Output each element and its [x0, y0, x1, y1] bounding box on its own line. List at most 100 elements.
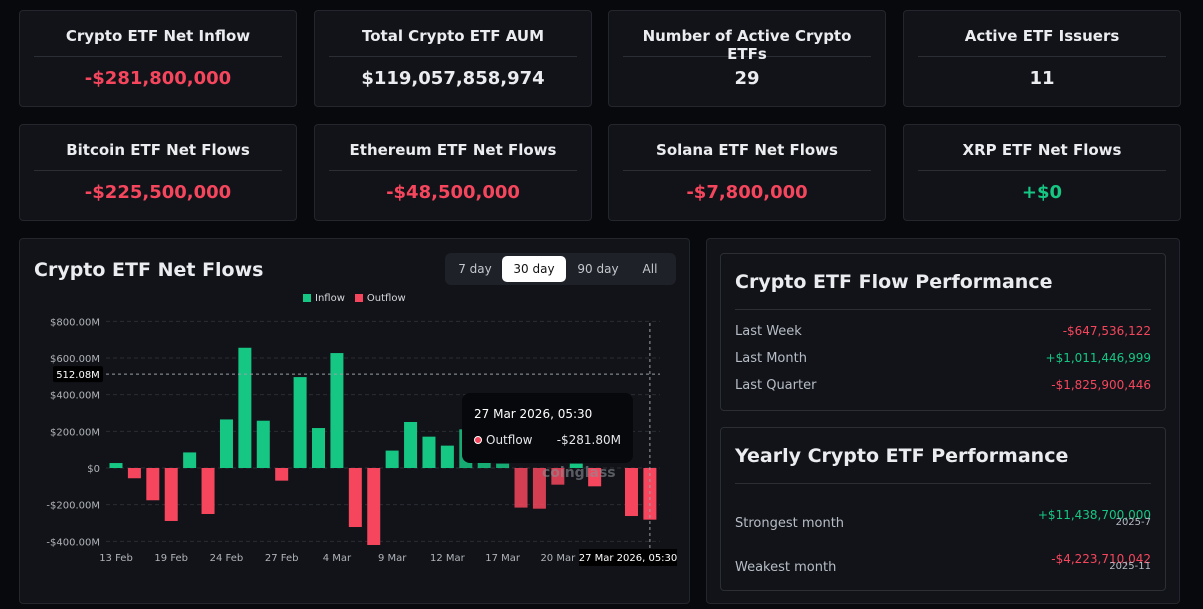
y-tick-label: -$200.00M: [46, 501, 100, 512]
y-tick-label: -$400.00M: [46, 537, 100, 548]
x-tick-label: 12 Mar: [430, 553, 466, 564]
y-tick-label: $0: [87, 464, 100, 475]
bar-3-mar: [312, 428, 326, 468]
y-tick-label: $400.00M: [50, 391, 100, 402]
bar-18-mar: [514, 468, 528, 508]
bar-20-feb: [183, 452, 197, 468]
bar-24-mar: [588, 468, 602, 487]
crosshair-x-label: 27 Mar 2026, 05:30: [579, 553, 678, 564]
x-tick-label: 9 Mar: [378, 553, 407, 564]
range-all[interactable]: All: [642, 262, 658, 276]
row-label: Last Week: [735, 324, 802, 339]
bar-23-feb: [201, 468, 215, 515]
bar-13-feb: [109, 463, 123, 468]
y-tick-label: $800.00M: [50, 317, 100, 328]
bar-9-mar: [385, 450, 399, 468]
x-tick-label: 4 Mar: [323, 553, 352, 564]
stat-value: -$48,500,000: [386, 182, 520, 203]
bar-4-mar: [330, 353, 344, 468]
bar-2-mar: [293, 377, 307, 468]
bar-20-mar: [551, 468, 565, 485]
row-label: Strongest month: [735, 516, 845, 531]
stat-title: Ethereum ETF Net Flows: [329, 141, 577, 171]
stat-card: Bitcoin ETF Net Flows -$225,500,000: [19, 124, 297, 221]
bar-chart[interactable]: $800.00M $600.00M $400.00M $200.00M $0 -$200.…: [20, 239, 691, 605]
performance-row: Last Quarter -$1,825,900,446: [735, 378, 1151, 393]
yearly-performance-card: Yearly Crypto ETF Performance Strongest …: [720, 427, 1166, 591]
stat-title: Solana ETF Net Flows: [623, 141, 871, 171]
net-flows-chart-panel: Crypto ETF Net Flows 7 day 30 day 90 day…: [19, 238, 690, 604]
stat-card: XRP ETF Net Flows +$0: [903, 124, 1181, 221]
yearly-row: Weakest month -$4,223,710,042: [735, 542, 1151, 576]
range-7-day[interactable]: 7 day: [458, 262, 492, 276]
row-value: -$4,223,710,042: [1051, 551, 1151, 566]
legend-outflow[interactable]: Outflow: [354, 293, 406, 304]
stat-title: Crypto ETF Net Inflow: [34, 27, 282, 57]
stat-card: Crypto ETF Net Inflow -$281,800,000: [19, 10, 297, 107]
row-value: -$1,825,900,446: [1051, 378, 1151, 392]
bar-17-mar: [496, 463, 510, 468]
row-value: +$11,438,700,000: [1037, 507, 1151, 522]
tooltip-value: -$281.80M: [556, 433, 621, 447]
yearly-row: Strongest month +$11,438,700,000: [735, 498, 1151, 532]
row-label: Last Quarter: [735, 378, 817, 393]
range-30-day[interactable]: 30 day: [502, 256, 566, 282]
x-tick-label: 27 Feb: [265, 553, 299, 564]
row-label: Last Month: [735, 351, 807, 366]
bar-12-mar: [440, 445, 454, 468]
stat-card: Total Crypto ETF AUM $119,057,858,974: [314, 10, 592, 107]
bar-19-feb: [164, 468, 178, 521]
bar-23-mar: [569, 463, 583, 468]
chart-tooltip: 27 Mar 2026, 05:30 Outflow -$281.80M: [462, 393, 633, 463]
x-tick-label: 13 Feb: [99, 553, 133, 564]
crosshair-x-label-bg: [579, 549, 677, 566]
performance-row: Last Week -$647,536,122: [735, 324, 1151, 339]
bar-18-feb: [146, 468, 160, 501]
bar-26-mar: [624, 468, 638, 517]
bar-26-feb: [256, 420, 270, 468]
stat-value: 29: [734, 68, 760, 89]
bar-19-mar: [532, 468, 546, 509]
crosshair-y-label: 512.08M: [56, 370, 100, 381]
stat-card: Solana ETF Net Flows -$7,800,000: [608, 124, 886, 221]
bar-6-mar: [367, 468, 381, 545]
tooltip-date: 27 Mar 2026, 05:30: [474, 407, 593, 421]
tooltip-series: Outflow: [486, 433, 533, 447]
range-selector: 7 day 30 day 90 day All: [445, 253, 676, 285]
stat-value: -$7,800,000: [686, 182, 808, 203]
flow-performance-card: Crypto ETF Flow Performance Last Week -$6…: [720, 253, 1166, 411]
row-value: +$1,011,446,999: [1045, 351, 1151, 365]
bar-24-feb: [219, 419, 233, 468]
coinglass-watermark: coinglass: [542, 465, 616, 481]
row-period: 2025-7: [1115, 517, 1151, 528]
stat-title: Number of Active Crypto ETFs: [623, 27, 871, 63]
performance-row: Last Month +$1,011,446,999: [735, 351, 1151, 366]
stat-value: +$0: [1021, 182, 1063, 203]
bar-10-mar: [404, 421, 418, 468]
bar-27-feb: [275, 468, 289, 481]
x-tick-label: 20 Mar: [540, 553, 576, 564]
stat-value: $119,057,858,974: [361, 68, 545, 89]
bar-25-feb: [238, 347, 252, 468]
stat-title: Bitcoin ETF Net Flows: [34, 141, 282, 171]
y-tick-label: $600.00M: [50, 354, 100, 365]
row-period: 2025-11: [1109, 561, 1151, 572]
range-90-day[interactable]: 90 day: [577, 262, 619, 276]
stat-title: XRP ETF Net Flows: [918, 141, 1166, 171]
bar-17-feb: [127, 468, 141, 479]
stat-title: Active ETF Issuers: [918, 27, 1166, 57]
row-value: -$647,536,122: [1062, 324, 1151, 338]
bar-5-mar: [348, 468, 362, 528]
stat-card: Number of Active Crypto ETFs 29: [608, 10, 886, 107]
crosshair-y-label-bg: [53, 366, 103, 383]
bar-16-mar: [477, 462, 491, 468]
stat-value: 11: [1029, 68, 1055, 89]
y-tick-label: $200.00M: [50, 427, 100, 438]
legend-inflow[interactable]: Inflow: [303, 293, 345, 304]
yearly-performance-title: Yearly Crypto ETF Performance: [735, 445, 1069, 467]
x-tick-label: 19 Feb: [154, 553, 188, 564]
stat-card: Active ETF Issuers 11: [903, 10, 1181, 107]
chart-legend: Inflow Outflow: [303, 293, 406, 304]
stat-value: -$225,500,000: [84, 182, 232, 203]
stat-card: Ethereum ETF Net Flows -$48,500,000: [314, 124, 592, 221]
